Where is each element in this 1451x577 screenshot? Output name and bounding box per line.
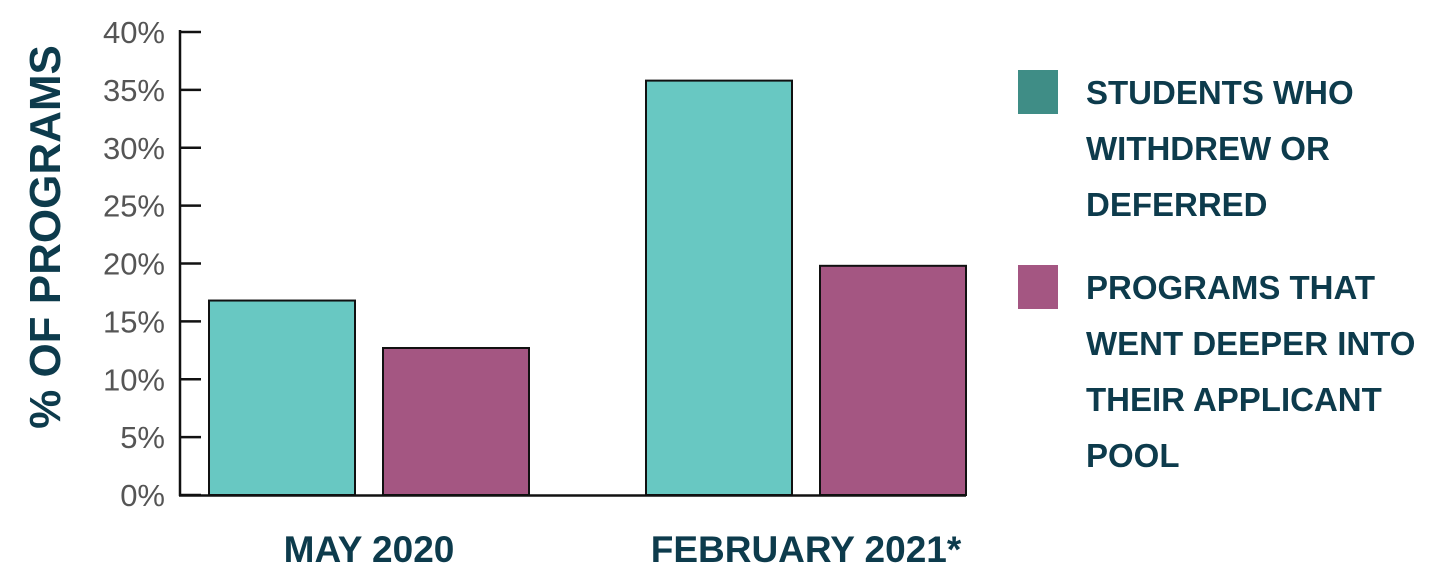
y-tick-label: 15% bbox=[103, 304, 165, 339]
bar-chart: % OF PROGRAMS 0%5%10%15%20%25%30%35%40% … bbox=[21, 15, 967, 570]
y-tick-label: 5% bbox=[120, 420, 165, 455]
y-tick-label: 0% bbox=[120, 478, 165, 513]
legend-item-programs: PROGRAMS THAT WENT DEEPER INTO THEIR APP… bbox=[1018, 263, 1443, 484]
y-axis-label: % OF PROGRAMS bbox=[21, 45, 70, 429]
x-category-label: MAY 2020 bbox=[284, 529, 455, 570]
y-tick-label: 25% bbox=[103, 189, 165, 224]
legend-label-students: STUDENTS WHO WITHDREW OR DEFERRED bbox=[1086, 74, 1354, 223]
y-tick-label: 20% bbox=[103, 247, 165, 282]
y-tick-label: 40% bbox=[103, 15, 165, 50]
legend-item-students: STUDENTS WHO WITHDREW OR DEFERRED bbox=[1018, 68, 1443, 233]
bars-group bbox=[208, 79, 967, 497]
legend-swatch-programs bbox=[1018, 265, 1058, 309]
legend: STUDENTS WHO WITHDREW OR DEFERRED PROGRA… bbox=[1018, 68, 1443, 514]
y-axis: 0% 5% 10% 15% 20% 25% 30% 35% 40% bbox=[103, 15, 201, 513]
y-tick-label: 30% bbox=[103, 131, 165, 166]
bar bbox=[208, 299, 356, 497]
y-tick-label: 35% bbox=[103, 73, 165, 108]
bar bbox=[819, 264, 967, 496]
x-category-label: FEBRUARY 2021* bbox=[651, 529, 962, 570]
legend-label-programs: PROGRAMS THAT WENT DEEPER INTO THEIR APP… bbox=[1086, 269, 1416, 474]
bar bbox=[645, 79, 793, 497]
y-tick-label: 10% bbox=[103, 362, 165, 397]
bar bbox=[382, 346, 530, 496]
legend-swatch-students bbox=[1018, 70, 1058, 114]
x-axis: MAY 2020 FEBRUARY 2021* bbox=[284, 529, 962, 570]
